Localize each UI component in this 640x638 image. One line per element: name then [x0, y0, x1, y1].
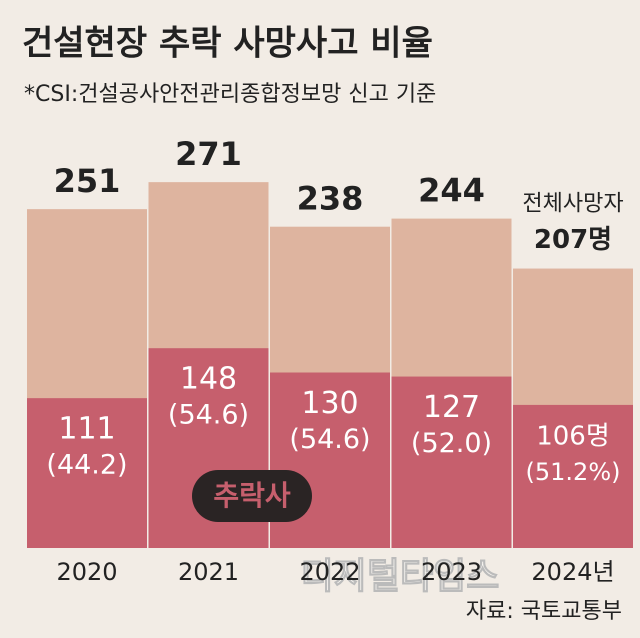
total-label: 207명 [534, 225, 612, 255]
fall-bar [513, 404, 633, 548]
total-label: 238 [297, 180, 364, 218]
fall-label: 130 [301, 386, 358, 421]
x-tick-label: 2024년 [531, 558, 614, 586]
share-label: (54.6) [168, 400, 249, 431]
chart-subtitle: *CSI:건설공사안전관리종합정보망 신고 기준 [24, 82, 436, 107]
fall-label: 106명 [536, 421, 610, 451]
share-label: (44.2) [46, 450, 127, 481]
x-tick-label: 2021 [178, 558, 239, 586]
total-label: 251 [54, 162, 121, 200]
chart-title: 건설현장 추락 사망사고 비율 [22, 24, 433, 64]
total-series-label: 전체사망자 [522, 192, 623, 217]
share-label: (52.0) [411, 428, 492, 459]
x-tick-label: 2020 [56, 558, 117, 586]
share-label: (51.2%) [526, 458, 621, 486]
fall-label: 127 [423, 390, 480, 425]
share-label: (54.6) [289, 424, 370, 455]
legend-label: 추락사 [213, 479, 291, 512]
total-label: 244 [418, 172, 485, 210]
source: 자료: 국토교통부 [466, 599, 622, 624]
total-label: 271 [175, 135, 242, 173]
legend-badge [192, 470, 312, 522]
fall-bar [391, 376, 512, 548]
fall-label: 148 [180, 362, 237, 397]
x-tick-label: 2023 [421, 558, 482, 586]
watermark: 디지털타임스 [301, 556, 500, 597]
x-tick-label: 2022 [299, 558, 360, 586]
fall-bar [27, 398, 147, 548]
fall-label: 111 [58, 412, 115, 447]
